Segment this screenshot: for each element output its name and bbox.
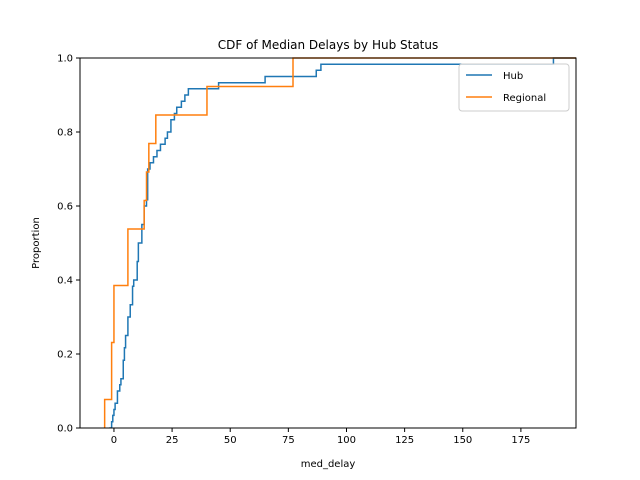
x-tick-label: 125 xyxy=(395,435,414,446)
ticks-layer: 0 25 50 75 100 125 150 175 0.0 0.2 0.4 0.6 0.8 1.0 xyxy=(57,54,530,447)
x-tick-label: 100 xyxy=(337,435,356,446)
x-axis-label: med_delay xyxy=(301,459,356,470)
axes-layer xyxy=(79,57,577,429)
x-tick-label: 75 xyxy=(282,435,295,446)
chart-title: CDF of Median Delays by Hub Status xyxy=(218,38,439,52)
plot-frame xyxy=(79,57,577,429)
legend-label-regional: Regional xyxy=(503,93,546,104)
y-tick-label: 0.0 xyxy=(57,424,73,435)
x-tick-label: 50 xyxy=(224,435,237,446)
y-tick-label: 1.0 xyxy=(57,54,73,65)
legend: Hub Regional xyxy=(458,63,570,112)
x-tick-label: 0 xyxy=(111,435,117,446)
x-tick-label: 150 xyxy=(453,435,472,446)
series-layer xyxy=(103,57,576,428)
legend-label-hub: Hub xyxy=(503,71,523,82)
y-tick-label: 0.4 xyxy=(57,276,73,287)
x-tick-label: 175 xyxy=(511,435,530,446)
y-tick-label: 0.8 xyxy=(57,128,73,139)
x-tick-label: 25 xyxy=(166,435,179,446)
y-tick-label: 0.6 xyxy=(57,202,73,213)
series-line-hub xyxy=(109,57,576,428)
series-line-regional xyxy=(103,57,576,428)
y-tick-label: 0.2 xyxy=(57,350,73,361)
y-axis-label: Proportion xyxy=(31,217,42,269)
